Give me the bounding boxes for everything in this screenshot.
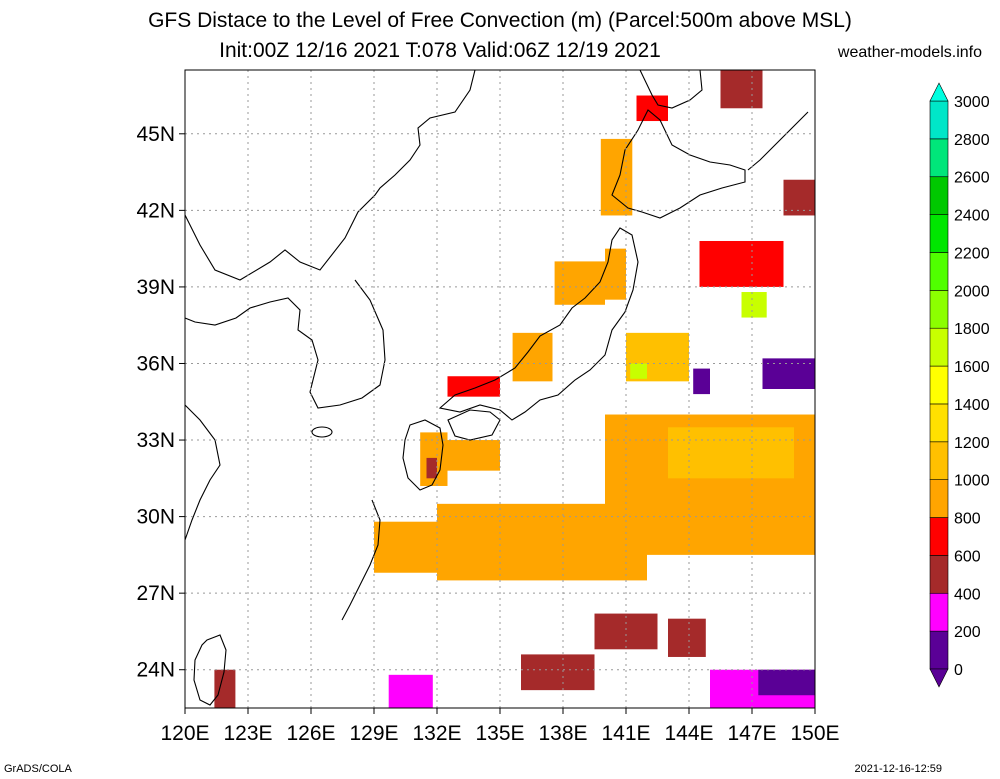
coastline-hokkaido xyxy=(611,109,746,219)
field-region-15 xyxy=(720,70,763,109)
lat-label: 33N xyxy=(136,429,175,452)
lat-label: 24N xyxy=(136,659,175,682)
colorbar-swatch xyxy=(929,252,949,291)
footer-software: GrADS/COLA xyxy=(4,763,72,775)
coastline-honshu xyxy=(438,227,639,421)
field-region-9 xyxy=(447,376,500,397)
lon-label: 129E xyxy=(349,722,398,745)
colorbar: 0 200 400 600 800 1000 1200 1400 1600 1800 2000 220… xyxy=(929,82,990,688)
field-region-5 xyxy=(630,363,647,379)
field-region-14 xyxy=(636,95,668,122)
lon-label: 123E xyxy=(223,722,272,745)
coastline-ryukyu xyxy=(341,499,381,621)
field-region-22 xyxy=(521,654,595,691)
colorbar-swatch xyxy=(929,592,949,632)
colorbar-swatch xyxy=(929,176,949,215)
lon-label: 120E xyxy=(160,722,209,745)
lat-label: 45N xyxy=(136,123,175,146)
field-region-20 xyxy=(693,368,710,395)
lat-label: 36N xyxy=(136,352,175,375)
colorbar-label: 1800 xyxy=(954,321,990,338)
latitude-labels: 45N 42N 39N 36N 33N 30N 27N 24N xyxy=(136,123,185,682)
lon-label: 132E xyxy=(412,722,461,745)
colorbar-swatch xyxy=(929,100,949,140)
map-subtitle: Init:00Z 12/16 2021 T:078 Valid:06Z 12/1… xyxy=(219,39,661,62)
map-title: GFS Distace to the Level of Free Convect… xyxy=(148,9,852,32)
field-region-11 xyxy=(554,261,605,305)
colorbar-label: 1200 xyxy=(954,435,990,452)
colorbar-max-arrow xyxy=(929,82,949,102)
field-region-8 xyxy=(447,440,500,471)
coastline-jeju xyxy=(311,426,333,438)
colorbar-label: 2200 xyxy=(954,245,990,262)
field-region-23 xyxy=(668,618,706,657)
coastlines xyxy=(184,69,809,706)
coastline-kyushu xyxy=(402,419,444,491)
lon-label: 144E xyxy=(664,722,713,745)
lat-label: 39N xyxy=(136,276,175,299)
colorbar-swatch xyxy=(929,403,949,443)
colorbar-label: 800 xyxy=(954,511,981,528)
colorbar-label: 200 xyxy=(954,624,981,641)
colorbar-min-arrow xyxy=(929,668,949,688)
lat-label: 42N xyxy=(136,199,175,222)
field-region-25 xyxy=(214,669,236,708)
field-region-13 xyxy=(600,138,633,216)
field-region-19 xyxy=(762,358,815,389)
colorbar-swatch xyxy=(929,517,949,556)
colorbar-label: 1000 xyxy=(954,473,990,490)
lon-label: 138E xyxy=(538,722,587,745)
graticule xyxy=(184,70,816,708)
field-region-7 xyxy=(426,457,437,479)
field-region-3 xyxy=(668,427,794,479)
field-region-10 xyxy=(512,332,553,382)
lat-label: 30N xyxy=(136,506,175,529)
coastline-mainland xyxy=(184,69,476,541)
field-region-17 xyxy=(699,240,784,287)
footer-timestamp: 2021-12-16-12:59 xyxy=(854,763,942,775)
colorbar-label: 2800 xyxy=(954,132,990,149)
lon-label: 150E xyxy=(790,722,839,745)
colorbar-label: 600 xyxy=(954,548,981,565)
colorbar-swatch xyxy=(929,630,949,670)
colorbar-swatch xyxy=(929,365,949,405)
colorbar-swatch xyxy=(929,138,949,178)
lat-label: 27N xyxy=(136,582,175,605)
colorbar-swatch xyxy=(929,555,949,594)
colorbar-swatch xyxy=(929,290,949,329)
colorbar-label: 400 xyxy=(954,586,981,603)
field-region-18 xyxy=(741,292,767,318)
longitude-labels: 120E 123E 126E 129E 132E 135E 138E 141E 144E 147E… xyxy=(160,708,840,745)
field-region-21 xyxy=(594,613,658,650)
colorbar-label: 0 xyxy=(954,662,963,679)
colorbar-label: 2400 xyxy=(954,208,990,225)
colorbar-label: 2000 xyxy=(954,283,990,300)
colorbar-swatch xyxy=(929,214,949,253)
lon-label: 126E xyxy=(286,722,335,745)
coastline-shikoku xyxy=(447,409,501,441)
coastline-kurils xyxy=(747,111,809,171)
colorbar-label: 1600 xyxy=(954,359,990,376)
coastline-taiwan xyxy=(193,634,227,706)
colorbar-label: 1400 xyxy=(954,397,990,414)
coastline-sakhalin xyxy=(639,69,703,109)
colorbar-swatch xyxy=(929,479,949,518)
colorbar-label: 2600 xyxy=(954,170,990,187)
field-region-12 xyxy=(605,248,626,300)
field-region-27 xyxy=(758,669,815,696)
colorbar-swatch xyxy=(929,441,949,480)
site-name: weather-models.info xyxy=(837,44,982,61)
field-region-24 xyxy=(388,674,433,708)
convection-field xyxy=(214,70,815,708)
lon-label: 147E xyxy=(727,722,776,745)
lon-label: 135E xyxy=(475,722,524,745)
colorbar-label: 3000 xyxy=(954,94,990,111)
lon-label: 141E xyxy=(601,722,650,745)
field-region-16 xyxy=(783,179,815,216)
colorbar-swatch xyxy=(929,327,949,367)
